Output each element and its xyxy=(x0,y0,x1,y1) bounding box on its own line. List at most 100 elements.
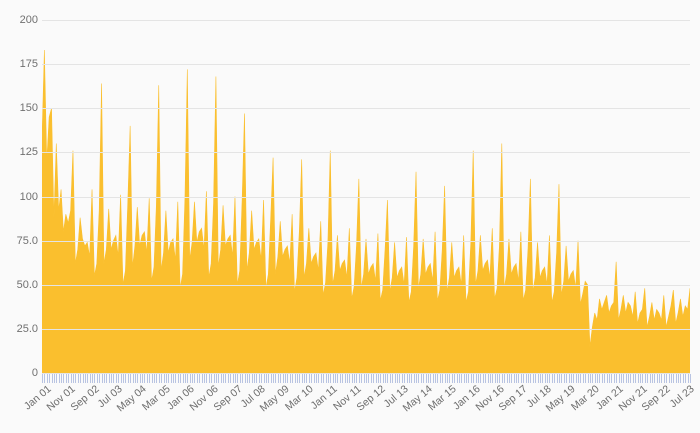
gridline xyxy=(42,196,690,198)
x-axis-tick-mark xyxy=(649,374,651,383)
y-axis-tick-label: 75.0 xyxy=(16,234,38,247)
x-axis-tick-mark xyxy=(306,374,308,383)
x-axis-tick-mark xyxy=(454,374,456,383)
x-axis-tick-mark xyxy=(477,374,479,383)
x-axis-tick-mark xyxy=(320,374,322,383)
x-axis-tick-mark xyxy=(175,374,177,383)
x-axis-tick-mark xyxy=(120,374,122,383)
x-axis-tick-mark xyxy=(544,374,546,383)
x-axis-tick-mark xyxy=(604,374,606,383)
x-axis-labels: Jan 01 Nov 01 Sep 02 Jul 03 May 04 Mar 05 Jan … xyxy=(22,383,697,433)
x-axis-tick-mark xyxy=(184,374,186,383)
x-axis-tick-mark xyxy=(439,374,441,383)
plot-area xyxy=(42,20,690,374)
x-axis-tick-mark xyxy=(225,374,227,383)
x-axis-tick-mark xyxy=(68,374,70,383)
x-axis-tick-mark xyxy=(87,374,89,383)
x-axis-tick-mark xyxy=(528,374,529,383)
x-axis-tick-mark xyxy=(630,374,632,383)
x-axis-tick-mark xyxy=(432,374,434,383)
x-axis-tick-mark xyxy=(487,374,489,383)
y-axis-tick-label: 25.0 xyxy=(16,322,38,335)
x-axis-tick-mark xyxy=(394,374,396,383)
x-axis-tick-mark xyxy=(125,374,127,383)
x-axis-tick-mark xyxy=(213,374,215,383)
x-axis-tick-mark xyxy=(356,374,358,383)
y-axis-tick-label: 125 xyxy=(19,146,38,159)
x-axis-tick-mark xyxy=(475,374,477,383)
x-axis-tick-mark xyxy=(399,374,401,383)
x-axis-tick-mark xyxy=(389,374,391,383)
area-series-path xyxy=(42,49,690,373)
x-axis-tick-mark xyxy=(435,374,437,383)
x-axis-tick-mark xyxy=(318,374,320,383)
x-axis-tick-mark xyxy=(256,374,258,383)
x-axis-tick-mark xyxy=(661,374,663,383)
x-axis-tick-mark xyxy=(208,374,210,383)
x-axis-tick-mark xyxy=(273,374,275,383)
x-axis-tick-mark xyxy=(96,374,98,383)
x-axis-tick-mark xyxy=(220,374,222,383)
x-axis-tick-mark xyxy=(80,374,82,383)
x-axis-tick-mark xyxy=(504,374,506,383)
x-axis-tick-mark xyxy=(639,374,641,383)
x-axis-tick-mark xyxy=(142,374,144,383)
x-axis-tick-mark xyxy=(430,374,432,383)
x-axis-tick-mark xyxy=(451,374,453,383)
x-axis-tick-mark xyxy=(246,374,248,383)
x-axis-tick-mark xyxy=(61,374,63,383)
x-axis-tick-mark xyxy=(613,374,615,383)
x-axis-tick-mark xyxy=(363,374,365,383)
x-axis-tick-mark xyxy=(118,374,120,383)
x-axis-tick-mark xyxy=(287,374,289,383)
x-axis-tick-mark xyxy=(568,374,570,383)
x-axis-tick-mark xyxy=(685,374,687,383)
x-axis-tick-mark xyxy=(463,374,465,383)
x-axis-tick-mark xyxy=(354,374,356,383)
x-axis-tick-mark xyxy=(77,374,79,383)
x-axis-tick-mark xyxy=(668,374,670,383)
x-axis-tick-mark xyxy=(165,374,167,383)
x-axis-tick-mark xyxy=(72,374,74,383)
x-axis-tick-mark xyxy=(232,374,234,383)
x-axis-tick-mark xyxy=(506,374,508,383)
x-axis-tick-mark xyxy=(280,374,282,383)
x-axis-tick-mark xyxy=(623,374,625,383)
x-axis-tick-mark xyxy=(180,374,182,383)
x-axis-tick-mark xyxy=(332,374,334,383)
x-axis-tick-mark xyxy=(368,374,370,383)
x-axis-tick-mark xyxy=(127,374,129,383)
x-axis-tick-mark xyxy=(420,374,422,383)
x-axis-tick-mark xyxy=(525,374,527,383)
x-axis-tick-mark xyxy=(520,374,522,383)
x-axis-tick-mark xyxy=(401,374,403,383)
x-axis-tick-mark xyxy=(58,374,60,383)
x-axis-tick-mark xyxy=(466,374,468,383)
x-axis-tick-mark xyxy=(539,374,541,383)
x-axis-tick-mark xyxy=(103,374,105,383)
gridline xyxy=(42,64,690,66)
x-axis-tick-mark xyxy=(670,374,672,383)
x-axis-tick-mark xyxy=(139,374,141,383)
x-axis-tick-mark xyxy=(618,374,620,383)
x-axis-tick-mark xyxy=(261,374,263,383)
x-axis-tick-mark xyxy=(375,374,377,383)
x-axis-tick-mark xyxy=(587,374,589,383)
x-axis-tick-mark xyxy=(163,374,165,383)
x-axis-tick-mark xyxy=(325,374,327,383)
x-axis-tick-mark xyxy=(687,374,689,383)
x-axis-tick-mark xyxy=(70,374,72,383)
gridline xyxy=(42,152,690,154)
x-axis-tick-mark xyxy=(456,374,458,383)
gridline xyxy=(42,240,690,242)
x-axis-tick-mark xyxy=(551,374,553,383)
x-axis-tick-mark xyxy=(42,374,43,383)
x-axis-tick-mark xyxy=(361,374,363,383)
x-axis-tick-mark xyxy=(211,374,213,383)
x-axis-tick-mark xyxy=(311,374,313,383)
x-axis-tick-mark xyxy=(575,374,577,383)
x-axis-tick-mark xyxy=(616,374,618,383)
x-axis-tick-mark xyxy=(215,374,217,383)
x-axis-tick-mark xyxy=(51,374,53,383)
x-axis-tick-mark xyxy=(344,374,346,383)
